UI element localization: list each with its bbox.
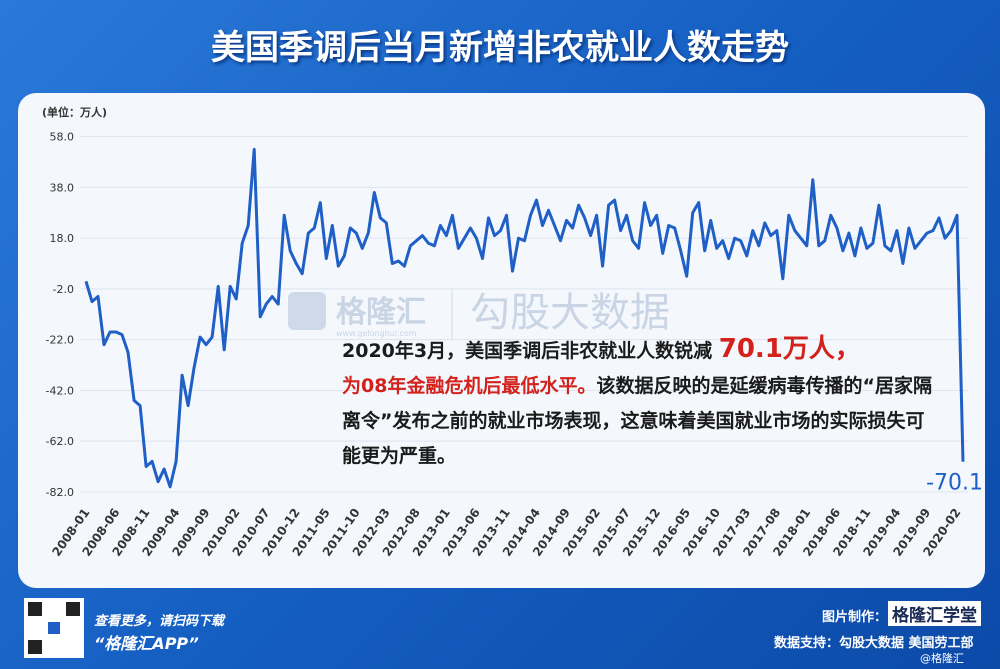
annotation-lead: 2020年3月，美国季调后非农就业人数锐减 [342, 340, 713, 362]
annotation-highlight: 70.1万人， [718, 334, 861, 364]
watermark-url: www.gelonghui.com [336, 329, 417, 338]
footer-maker: 格隆汇学堂 [888, 601, 981, 626]
y-tick-label: -42.0 [46, 384, 74, 397]
y-tick-label: 58.0 [50, 131, 75, 144]
title: 美国季调后当月新增非农就业人数走势 [211, 28, 789, 68]
footer-credit: @格隆汇 [920, 652, 964, 665]
y-tick-label: -22.0 [46, 334, 74, 347]
watermark-brand: 格隆汇 [336, 295, 426, 330]
y-tick-label: -82.0 [46, 486, 74, 499]
y-tick-label: -2.0 [53, 283, 74, 296]
annotation-text: 该数据反映的是延缓病毒传播的“居家隔离令”发布之前的就业市场表现，这意味着美国就… [342, 375, 932, 467]
line [84, 147, 965, 489]
chart-panel [18, 93, 985, 588]
footer-app: “格隆汇APP” [94, 634, 199, 653]
data-label: -70.1 [926, 471, 983, 496]
footer-made-by: 图片制作： [822, 610, 888, 625]
watermark: 格隆汇 www.gelonghui.com 勾股大数据 [288, 288, 670, 340]
footer-more: 查看更多，请扫码下载 [94, 614, 225, 629]
y-tick-label: 18.0 [50, 232, 75, 245]
unit-label: (单位：万人) [42, 105, 107, 119]
y-tick-label: 38.0 [50, 181, 75, 194]
y-tick-label: -62.0 [46, 435, 74, 448]
annotation-highlight2: 为08年金融危机后最低水平。 [342, 375, 597, 397]
watermark-partner: 勾股大数据 [470, 290, 670, 336]
annotation: 2020年3月，美国季调后非农就业人数锐减 70.1万人， 为08年金融危机后最低… [342, 332, 932, 474]
footer-source: 数据支持：勾股大数据 美国劳工部 [774, 636, 974, 651]
watermark-logo [288, 292, 326, 330]
